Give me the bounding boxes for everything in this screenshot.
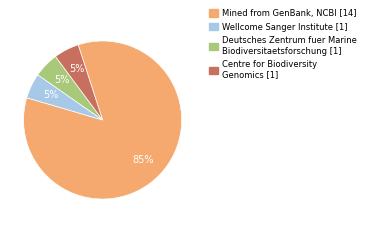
Text: 85%: 85% [133, 155, 154, 165]
Legend: Mined from GenBank, NCBI [14], Wellcome Sanger Institute [1], Deutsches Zentrum : Mined from GenBank, NCBI [14], Wellcome … [209, 9, 357, 79]
Wedge shape [38, 56, 103, 120]
Wedge shape [27, 75, 103, 120]
Wedge shape [24, 41, 182, 199]
Text: 5%: 5% [69, 64, 84, 74]
Text: 5%: 5% [44, 90, 59, 100]
Wedge shape [55, 45, 103, 120]
Text: 5%: 5% [54, 75, 70, 85]
